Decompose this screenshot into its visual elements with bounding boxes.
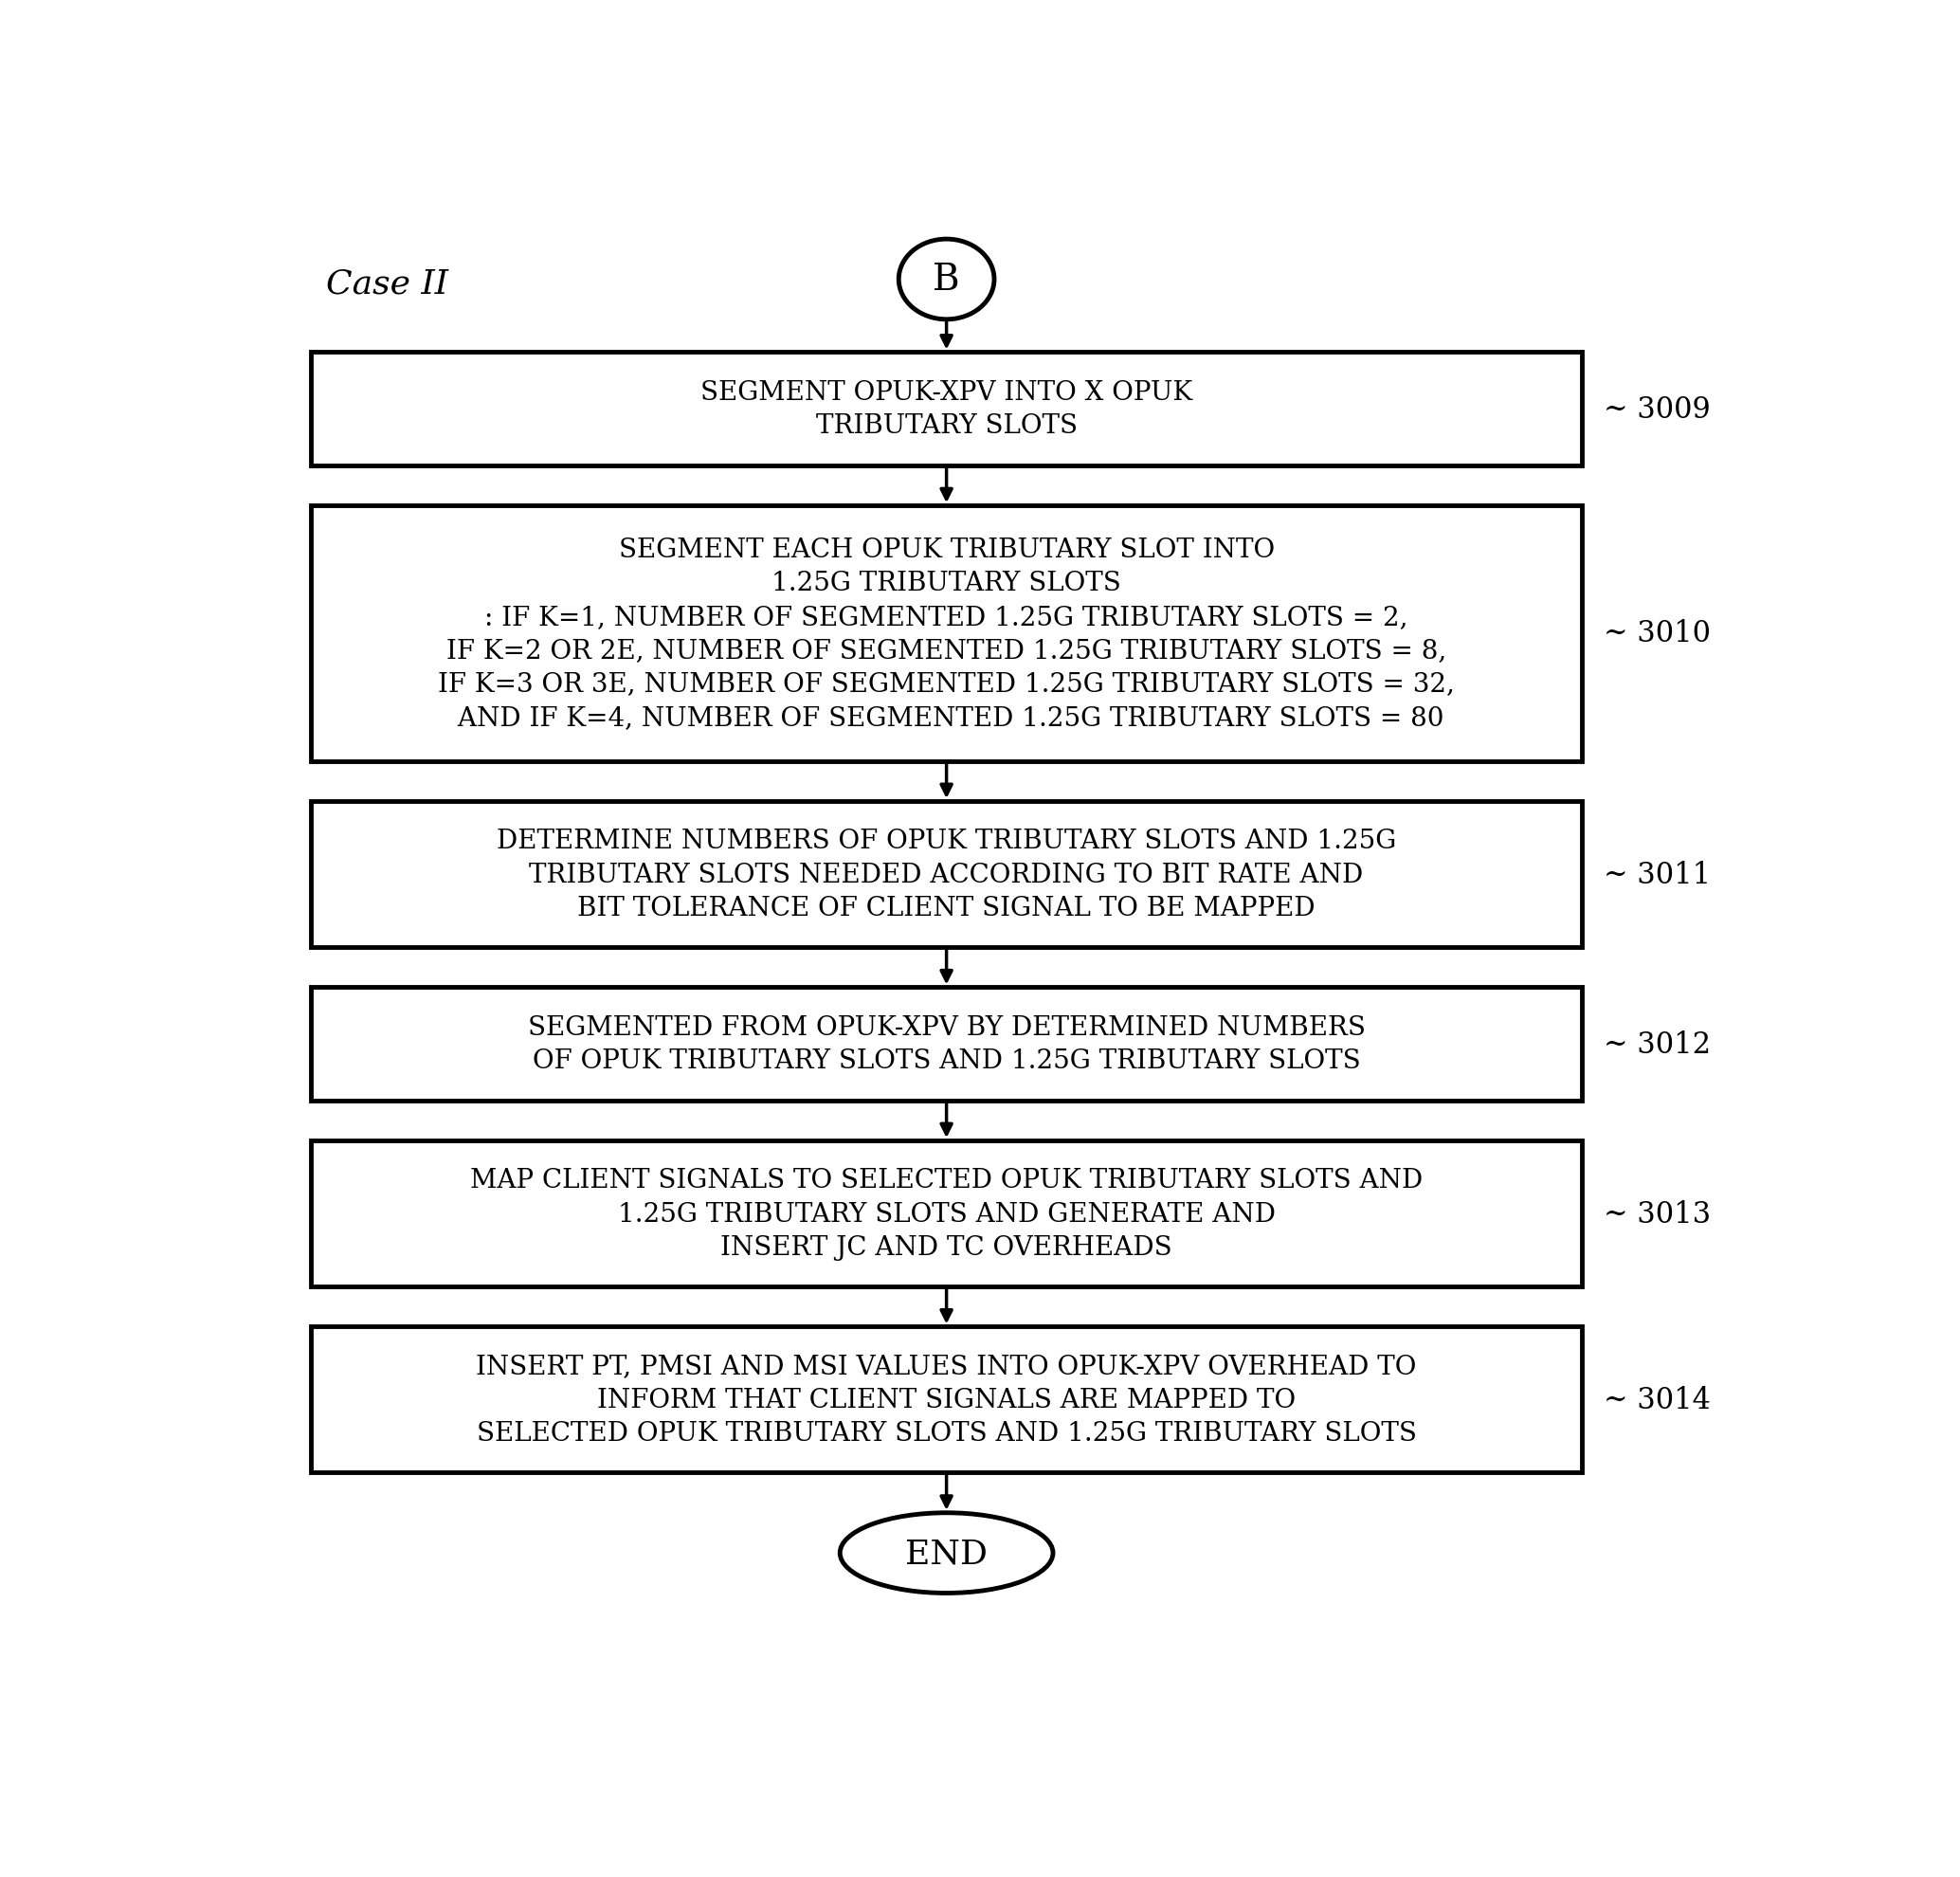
FancyBboxPatch shape [312,987,1582,1100]
Text: ~ 3011: ~ 3011 [1603,860,1711,890]
Text: DETERMINE NUMBERS OF OPUK TRIBUTARY SLOTS AND 1.25G
TRIBUTARY SLOTS NEEDED ACCOR: DETERMINE NUMBERS OF OPUK TRIBUTARY SLOT… [496,828,1396,922]
Text: SEGMENTED FROM OPUK-XPV BY DETERMINED NUMBERS
OF OPUK TRIBUTARY SLOTS AND 1.25G : SEGMENTED FROM OPUK-XPV BY DETERMINED NU… [527,1015,1366,1074]
Text: ~ 3014: ~ 3014 [1603,1385,1711,1415]
FancyBboxPatch shape [312,801,1582,948]
Text: B: B [933,263,960,297]
FancyBboxPatch shape [312,507,1582,762]
Text: ~ 3010: ~ 3010 [1603,619,1711,648]
Text: Case II: Case II [325,268,449,300]
Text: SEGMENT EACH OPUK TRIBUTARY SLOT INTO
1.25G TRIBUTARY SLOTS
: IF K=1, NUMBER OF : SEGMENT EACH OPUK TRIBUTARY SLOT INTO 1.… [437,537,1454,730]
Text: INSERT PT, PMSI AND MSI VALUES INTO OPUK-XPV OVERHEAD TO
INFORM THAT CLIENT SIGN: INSERT PT, PMSI AND MSI VALUES INTO OPUK… [476,1353,1417,1445]
Text: ~ 3009: ~ 3009 [1603,394,1711,424]
FancyBboxPatch shape [312,1327,1582,1473]
Ellipse shape [841,1513,1053,1594]
Text: ~ 3013: ~ 3013 [1603,1199,1711,1229]
Text: SEGMENT OPUK-XPV INTO X OPUK
TRIBUTARY SLOTS: SEGMENT OPUK-XPV INTO X OPUK TRIBUTARY S… [700,379,1192,439]
FancyBboxPatch shape [312,1141,1582,1288]
Text: ~ 3012: ~ 3012 [1603,1029,1711,1059]
Text: MAP CLIENT SIGNALS TO SELECTED OPUK TRIBUTARY SLOTS AND
1.25G TRIBUTARY SLOTS AN: MAP CLIENT SIGNALS TO SELECTED OPUK TRIB… [470,1167,1423,1259]
Text: END: END [906,1537,988,1569]
Ellipse shape [900,240,994,321]
FancyBboxPatch shape [312,353,1582,465]
